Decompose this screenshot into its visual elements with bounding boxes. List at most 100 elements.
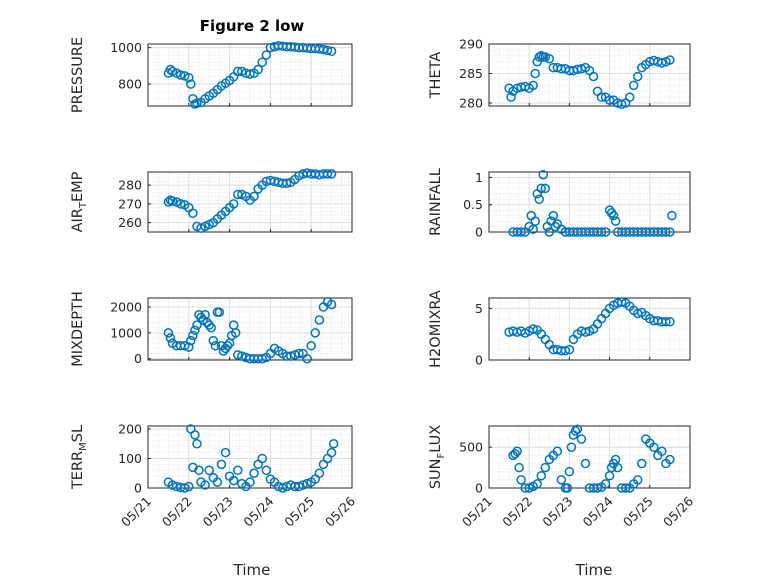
y-axis-label: THETA — [428, 52, 444, 100]
data-point — [192, 320, 202, 330]
y-tick-label: 0 — [134, 351, 142, 366]
data-point — [604, 95, 615, 105]
y-tick-label: 0.5 — [463, 197, 483, 212]
data-point — [212, 477, 223, 487]
data-point — [216, 459, 227, 470]
y-axis-label: AIRTEMP — [70, 171, 89, 232]
data-point — [208, 335, 219, 346]
data-point — [314, 315, 325, 325]
data-point — [620, 483, 631, 493]
data-point — [277, 483, 288, 493]
data-point — [637, 458, 647, 469]
data-point — [540, 183, 551, 194]
subplot-2: 280 285 290 THETA — [428, 37, 691, 111]
x-tick-label: 05/22 — [159, 494, 195, 530]
y-tick-label: 1 — [475, 170, 483, 185]
data-point — [544, 227, 555, 237]
data-point — [612, 462, 623, 473]
data-point — [562, 483, 573, 493]
data-point — [632, 71, 643, 82]
data-point — [528, 80, 538, 91]
data-point — [257, 353, 267, 364]
data-point — [665, 55, 675, 65]
data-point — [576, 434, 587, 444]
data-point — [552, 446, 563, 457]
subplot-5: 0 1000 2000 MIXDEPTH — [70, 291, 353, 367]
data-point — [257, 57, 267, 67]
data-point — [186, 79, 196, 89]
data-point — [326, 447, 337, 458]
x-tick-label: 05/26 — [322, 493, 358, 529]
data-point — [560, 345, 571, 356]
x-tick-label: 05/26 — [660, 493, 696, 529]
data-point — [657, 446, 667, 457]
data-point — [314, 468, 325, 478]
data-point — [188, 208, 198, 218]
y-axis-label: PRESSURE — [70, 37, 86, 113]
data-point — [184, 72, 194, 83]
y-tick-label: 0 — [475, 225, 483, 240]
data-point — [566, 442, 577, 452]
data-point — [310, 328, 321, 338]
y-tick-label: 280 — [118, 178, 142, 193]
y-tick-label: 5 — [475, 301, 483, 316]
data-point — [249, 191, 259, 202]
x-tick-label: 05/21 — [459, 494, 495, 530]
data-point — [302, 478, 312, 489]
x-tick-label: 05/24 — [240, 493, 276, 529]
data-point — [214, 307, 225, 317]
data-point — [556, 475, 567, 485]
data-point — [281, 178, 292, 188]
y-tick-label: 0 — [475, 353, 483, 368]
data-point — [534, 194, 544, 205]
data-point — [233, 465, 243, 476]
x-tick-label: 05/23 — [200, 494, 236, 530]
data-point — [261, 465, 272, 476]
x-tick-label: 05/25 — [620, 494, 656, 530]
data-point — [186, 335, 196, 346]
data-point — [294, 481, 304, 492]
data-point — [194, 465, 204, 476]
data-point — [616, 297, 627, 307]
data-point — [548, 210, 559, 221]
y-tick-label: 0 — [475, 481, 483, 496]
data-point — [528, 324, 538, 334]
y-tick-label: 1000 — [110, 325, 142, 340]
data-point — [298, 480, 308, 490]
figure-title: Figure 2 low — [200, 17, 305, 35]
data-point — [326, 169, 337, 179]
y-tick-label: 270 — [118, 196, 142, 211]
data-point — [596, 227, 607, 237]
data-point — [624, 92, 635, 102]
data-point — [228, 475, 239, 486]
data-point — [163, 328, 174, 338]
data-point — [544, 54, 555, 64]
y-axis-label: MIXDEPTH — [70, 291, 86, 367]
data-point — [257, 453, 267, 464]
data-point — [540, 462, 551, 473]
subplot-7: 0 100 200 05/21 05/22 05/23 05/24 05/25 05/26 TER… — [70, 421, 358, 529]
data-point — [532, 479, 542, 489]
data-point — [588, 71, 599, 82]
data-point — [596, 92, 607, 102]
data-point — [649, 442, 659, 452]
x-tick-label: 05/24 — [580, 493, 616, 529]
data-point — [530, 68, 540, 79]
data-point — [514, 462, 524, 473]
x-tick-label: 05/23 — [539, 494, 575, 530]
data-point — [175, 199, 186, 209]
y-tick-label: 0 — [134, 481, 142, 496]
y-tick-label: 260 — [118, 215, 142, 230]
data-point — [245, 477, 255, 487]
data-point — [294, 348, 304, 359]
data-point — [228, 199, 239, 209]
data-point — [188, 330, 198, 341]
y-tick-label: 200 — [118, 421, 142, 436]
y-axis-label: SUNFLUX — [428, 425, 447, 489]
x-tick-label: 05/25 — [281, 494, 317, 530]
data-point — [192, 98, 202, 109]
data-point — [167, 480, 178, 490]
x-axis-label-right: Time — [575, 561, 613, 579]
